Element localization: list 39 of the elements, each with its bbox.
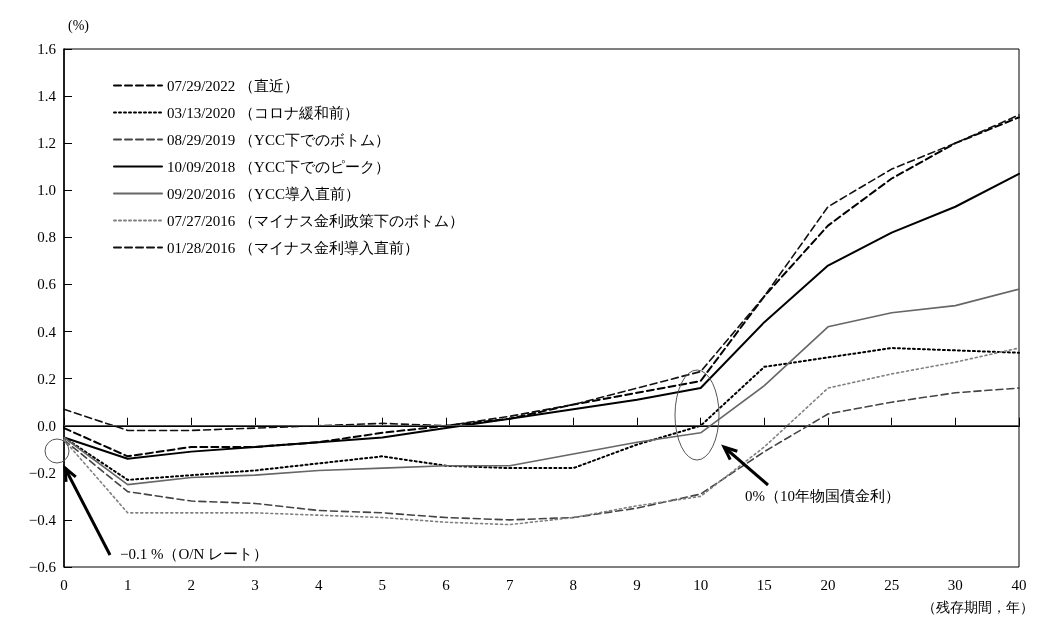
x-tick-label: 9 bbox=[633, 576, 641, 593]
legend-label: 09/20/2016 （YCC導入直前） bbox=[167, 185, 360, 202]
x-tick-label: 6 bbox=[442, 576, 451, 593]
x-tick-label: 2 bbox=[187, 576, 196, 593]
y-tick-label: 0.6 bbox=[37, 276, 57, 293]
y-tick-label: 1.6 bbox=[37, 41, 57, 57]
y-tick-label: −0.2 bbox=[28, 464, 56, 481]
x-tick-label: 40 bbox=[1011, 576, 1027, 593]
x-tick-label: 1 bbox=[123, 576, 132, 593]
x-tick-label: 5 bbox=[378, 576, 387, 593]
y-tick-label: 1.2 bbox=[37, 135, 56, 152]
x-tick-label: 0 bbox=[60, 576, 68, 593]
x-axis-title: （残存期間，年） bbox=[922, 599, 1034, 615]
annotation: 0%（10年物国債金利） bbox=[745, 487, 900, 504]
x-tick-label: 25 bbox=[884, 576, 900, 593]
x-tick-label: 7 bbox=[505, 576, 514, 593]
legend-label: 08/29/2019 （YCC下でのボトム） bbox=[167, 131, 390, 148]
legend-label: 07/27/2016 （マイナス金利政策下のボトム） bbox=[167, 212, 465, 229]
y-tick-label: 1.4 bbox=[37, 88, 57, 105]
legend-label: 01/28/2016 （マイナス金利導入直前） bbox=[167, 239, 420, 256]
y-tick-label: 0.8 bbox=[37, 229, 56, 246]
legend-label: 07/29/2022 （直近） bbox=[167, 77, 300, 94]
y-tick-label: 1.0 bbox=[37, 182, 56, 199]
y-tick-label: −0.4 bbox=[28, 511, 57, 528]
x-tick-label: 15 bbox=[756, 576, 772, 593]
x-tick-label: 3 bbox=[251, 576, 259, 593]
y-axis-title: (%) bbox=[68, 17, 90, 34]
legend-label: 03/13/2020 （コロナ緩和前） bbox=[167, 104, 360, 121]
x-tick-label: 10 bbox=[693, 576, 709, 593]
x-tick-label: 4 bbox=[314, 576, 323, 593]
y-tick-label: 0.0 bbox=[37, 417, 56, 434]
y-tick-label: −0.6 bbox=[28, 559, 57, 575]
y-tick-label: 0.4 bbox=[37, 323, 57, 340]
x-tick-label: 20 bbox=[820, 576, 836, 593]
y-tick-label: 0.2 bbox=[37, 370, 56, 387]
annotation: −0.1 %（O/N レート） bbox=[120, 545, 269, 562]
x-tick-label: 30 bbox=[947, 576, 963, 593]
legend-label: 10/09/2018 （YCC下でのピーク） bbox=[167, 158, 390, 175]
x-tick-label: 8 bbox=[569, 576, 578, 593]
